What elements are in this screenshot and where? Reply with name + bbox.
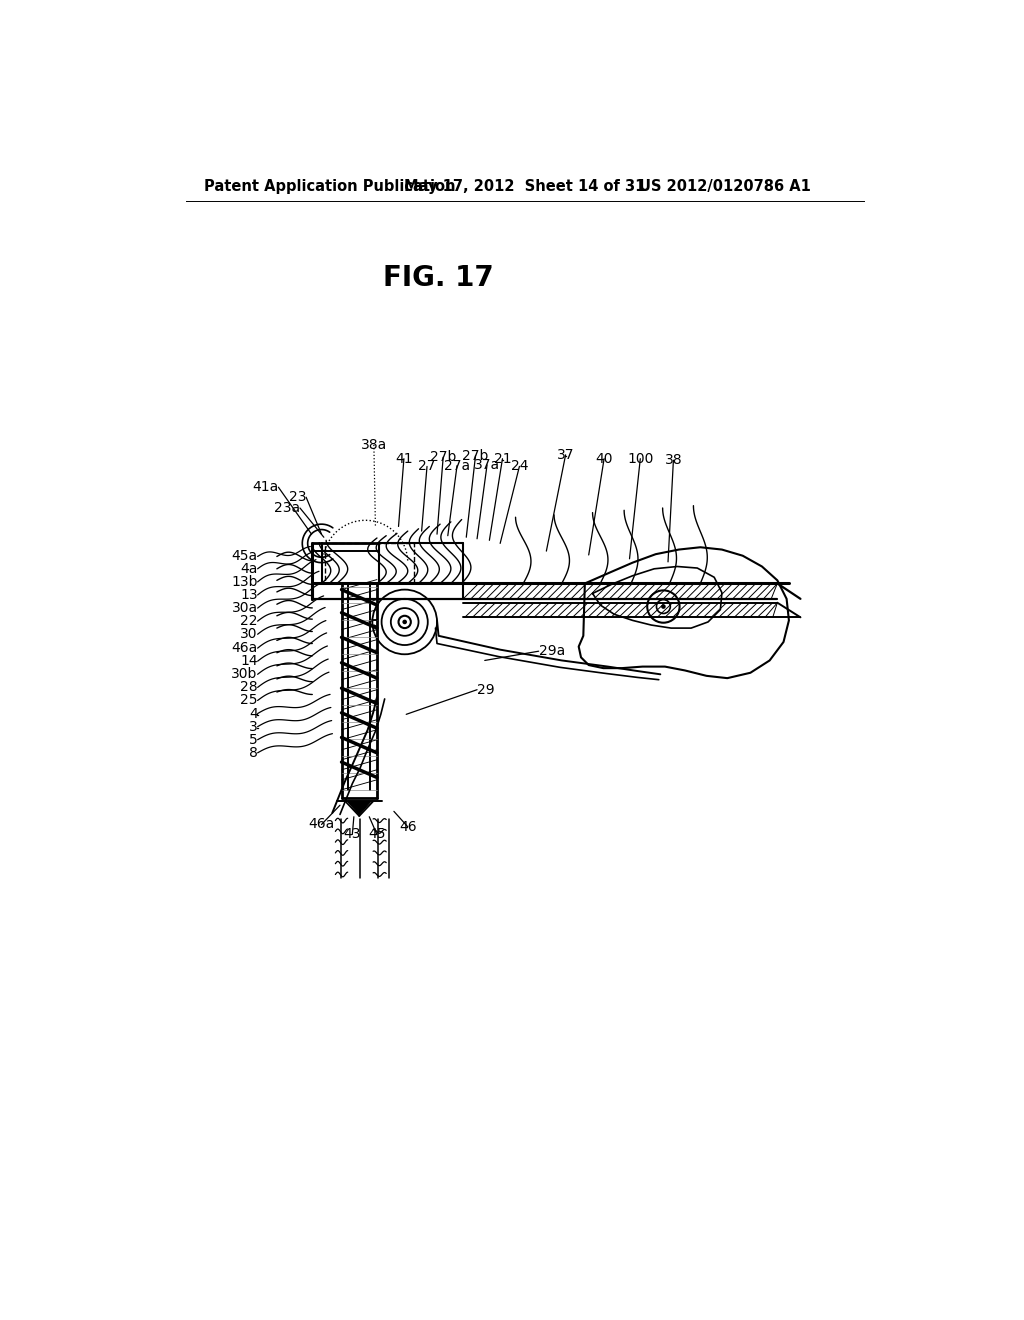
Text: 8: 8 — [249, 746, 258, 760]
Text: 27b: 27b — [430, 450, 457, 465]
Text: 21: 21 — [494, 451, 511, 466]
Text: 24: 24 — [511, 459, 528, 474]
Text: 4a: 4a — [241, 562, 258, 576]
Text: 27: 27 — [418, 459, 436, 474]
Circle shape — [402, 619, 407, 624]
Text: 30b: 30b — [231, 668, 258, 681]
Text: 3: 3 — [249, 719, 258, 734]
Text: 29: 29 — [477, 682, 495, 697]
Text: 45: 45 — [369, 828, 386, 841]
Text: 23a: 23a — [273, 502, 300, 515]
Text: 5: 5 — [249, 733, 258, 747]
Text: 30: 30 — [240, 627, 258, 642]
Text: FIG. 17: FIG. 17 — [383, 264, 494, 292]
Text: 46a: 46a — [308, 817, 335, 832]
Text: May 17, 2012  Sheet 14 of 31: May 17, 2012 Sheet 14 of 31 — [403, 180, 645, 194]
Text: 22: 22 — [240, 614, 258, 628]
Bar — [326, 544, 414, 583]
Text: 27a: 27a — [444, 458, 470, 473]
Text: 45a: 45a — [231, 549, 258, 564]
Text: 37a: 37a — [474, 458, 500, 471]
Text: 46a: 46a — [231, 642, 258, 655]
Text: 37: 37 — [557, 447, 574, 462]
Text: 43: 43 — [344, 828, 361, 841]
Text: 4: 4 — [249, 706, 258, 721]
Text: 38: 38 — [665, 453, 682, 467]
Text: 29a: 29a — [539, 644, 565, 659]
Text: 25: 25 — [240, 693, 258, 708]
Text: 13: 13 — [240, 587, 258, 602]
Text: 40: 40 — [595, 451, 612, 466]
Text: 41: 41 — [395, 451, 413, 466]
Circle shape — [662, 605, 666, 609]
Text: US 2012/0120786 A1: US 2012/0120786 A1 — [639, 180, 811, 194]
Text: 28: 28 — [240, 680, 258, 694]
Text: 14: 14 — [240, 655, 258, 668]
Text: 23: 23 — [289, 490, 306, 504]
Text: 30a: 30a — [231, 601, 258, 615]
Text: 46: 46 — [399, 820, 417, 834]
Text: 38a: 38a — [360, 438, 387, 451]
Text: 41a: 41a — [252, 480, 279, 494]
Polygon shape — [348, 801, 371, 814]
Text: 27b: 27b — [462, 449, 488, 462]
Text: 13b: 13b — [231, 576, 258, 589]
Text: 100: 100 — [627, 451, 653, 466]
Text: Patent Application Publication: Patent Application Publication — [204, 180, 456, 194]
